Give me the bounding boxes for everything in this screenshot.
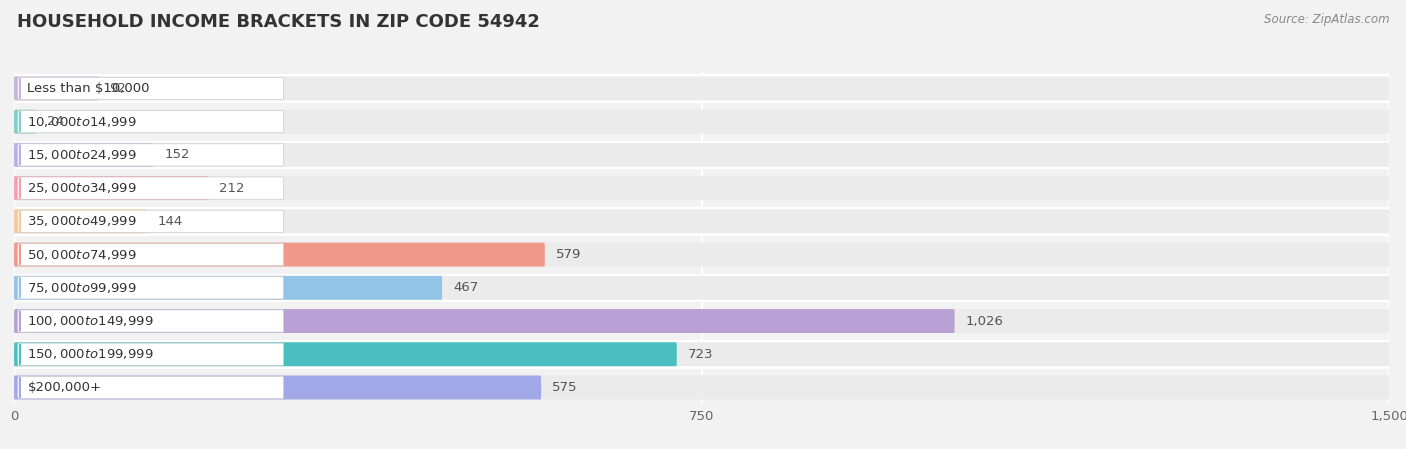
Text: $50,000 to $74,999: $50,000 to $74,999	[28, 247, 138, 262]
FancyBboxPatch shape	[14, 273, 1389, 302]
FancyBboxPatch shape	[14, 209, 146, 233]
Text: $200,000+: $200,000+	[28, 381, 101, 394]
Text: 144: 144	[157, 215, 183, 228]
Text: $75,000 to $99,999: $75,000 to $99,999	[28, 281, 138, 295]
FancyBboxPatch shape	[18, 144, 284, 166]
FancyBboxPatch shape	[14, 76, 98, 101]
FancyBboxPatch shape	[18, 77, 284, 100]
FancyBboxPatch shape	[14, 340, 1389, 369]
FancyBboxPatch shape	[14, 342, 1389, 366]
FancyBboxPatch shape	[14, 176, 208, 200]
Text: $35,000 to $49,999: $35,000 to $49,999	[28, 214, 138, 229]
FancyBboxPatch shape	[18, 243, 284, 266]
FancyBboxPatch shape	[14, 110, 37, 134]
FancyBboxPatch shape	[14, 76, 1389, 101]
FancyBboxPatch shape	[14, 176, 1389, 200]
FancyBboxPatch shape	[14, 307, 1389, 335]
Text: HOUSEHOLD INCOME BRACKETS IN ZIP CODE 54942: HOUSEHOLD INCOME BRACKETS IN ZIP CODE 54…	[17, 13, 540, 31]
Text: 24: 24	[46, 115, 63, 128]
FancyBboxPatch shape	[14, 207, 1389, 236]
FancyBboxPatch shape	[14, 276, 1389, 300]
Text: $150,000 to $199,999: $150,000 to $199,999	[28, 347, 155, 361]
Text: $25,000 to $34,999: $25,000 to $34,999	[28, 181, 138, 195]
Text: 1,026: 1,026	[966, 315, 1004, 327]
FancyBboxPatch shape	[14, 375, 1389, 400]
FancyBboxPatch shape	[18, 310, 284, 332]
FancyBboxPatch shape	[18, 210, 284, 233]
FancyBboxPatch shape	[18, 376, 284, 399]
FancyBboxPatch shape	[18, 343, 284, 365]
FancyBboxPatch shape	[14, 242, 546, 267]
FancyBboxPatch shape	[14, 373, 1389, 402]
Text: $100,000 to $149,999: $100,000 to $149,999	[28, 314, 155, 328]
FancyBboxPatch shape	[14, 107, 1389, 136]
Text: 723: 723	[688, 348, 713, 361]
FancyBboxPatch shape	[14, 309, 955, 333]
Text: $15,000 to $24,999: $15,000 to $24,999	[28, 148, 138, 162]
FancyBboxPatch shape	[18, 177, 284, 199]
FancyBboxPatch shape	[18, 277, 284, 299]
FancyBboxPatch shape	[18, 110, 284, 133]
Text: Source: ZipAtlas.com: Source: ZipAtlas.com	[1264, 13, 1389, 26]
FancyBboxPatch shape	[14, 209, 1389, 233]
FancyBboxPatch shape	[14, 309, 1389, 333]
FancyBboxPatch shape	[14, 174, 1389, 202]
Text: 575: 575	[553, 381, 578, 394]
Text: 92: 92	[110, 82, 127, 95]
FancyBboxPatch shape	[14, 141, 1389, 169]
FancyBboxPatch shape	[14, 143, 1389, 167]
FancyBboxPatch shape	[14, 143, 153, 167]
Text: $10,000 to $14,999: $10,000 to $14,999	[28, 114, 138, 129]
Text: 467: 467	[453, 282, 478, 294]
FancyBboxPatch shape	[14, 342, 676, 366]
Text: 579: 579	[555, 248, 581, 261]
FancyBboxPatch shape	[14, 110, 1389, 134]
FancyBboxPatch shape	[14, 276, 441, 300]
FancyBboxPatch shape	[14, 74, 1389, 103]
Text: Less than $10,000: Less than $10,000	[28, 82, 150, 95]
FancyBboxPatch shape	[14, 242, 1389, 267]
FancyBboxPatch shape	[14, 240, 1389, 269]
Text: 212: 212	[219, 182, 245, 194]
Text: 152: 152	[165, 149, 190, 161]
FancyBboxPatch shape	[14, 375, 541, 400]
